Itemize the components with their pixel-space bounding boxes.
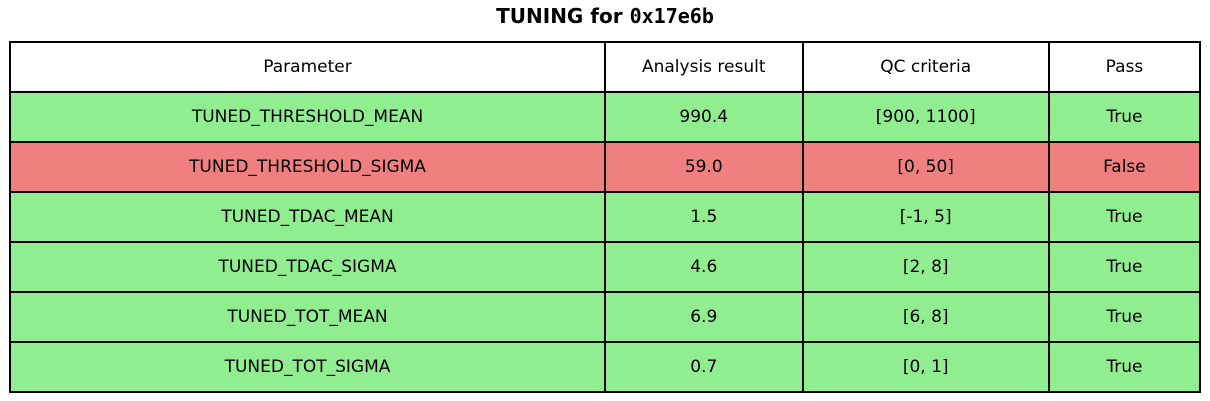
cell-analysis-result: 990.4: [604, 91, 804, 143]
table-row: TUNED_TDAC_MEAN 1.5 [-1, 5] True: [9, 191, 1202, 243]
cell-analysis-result: 4.6: [604, 241, 804, 293]
cell-analysis-result: 59.0: [604, 141, 804, 193]
chip-id: 0x17e6b: [629, 4, 714, 28]
cell-pass: False: [1047, 141, 1202, 193]
cell-parameter: TUNED_TOT_SIGMA: [9, 341, 606, 393]
cell-pass: True: [1047, 291, 1202, 343]
table-row: TUNED_TOT_SIGMA 0.7 [0, 1] True: [9, 341, 1202, 393]
cell-parameter: TUNED_THRESHOLD_SIGMA: [9, 141, 606, 193]
table-row: TUNED_TDAC_SIGMA 4.6 [2, 8] True: [9, 241, 1202, 293]
column-header-parameter: Parameter: [9, 41, 606, 93]
cell-parameter: TUNED_TOT_MEAN: [9, 291, 606, 343]
cell-analysis-result: 6.9: [604, 291, 804, 343]
page-title-prefix: TUNING for: [496, 4, 630, 28]
cell-parameter: TUNED_THRESHOLD_MEAN: [9, 91, 606, 143]
cell-analysis-result: 1.5: [604, 191, 804, 243]
table-header-row: Parameter Analysis result QC criteria Pa…: [9, 41, 1202, 93]
cell-qc-criteria: [0, 50]: [801, 141, 1050, 193]
column-header-pass: Pass: [1047, 41, 1202, 93]
cell-parameter: TUNED_TDAC_SIGMA: [9, 241, 606, 293]
column-header-analysis-result: Analysis result: [604, 41, 804, 93]
cell-qc-criteria: [900, 1100]: [801, 91, 1050, 143]
cell-qc-criteria: [2, 8]: [801, 241, 1050, 293]
cell-qc-criteria: [0, 1]: [801, 341, 1050, 393]
table-row: TUNED_THRESHOLD_MEAN 990.4 [900, 1100] T…: [9, 91, 1202, 143]
cell-parameter: TUNED_TDAC_MEAN: [9, 191, 606, 243]
cell-pass: True: [1047, 241, 1202, 293]
cell-qc-criteria: [6, 8]: [801, 291, 1050, 343]
cell-pass: True: [1047, 191, 1202, 243]
column-header-qc-criteria: QC criteria: [801, 41, 1050, 93]
cell-qc-criteria: [-1, 5]: [801, 191, 1050, 243]
page-title: TUNING for 0x17e6b: [9, 3, 1201, 29]
table-row: TUNED_THRESHOLD_SIGMA 59.0 [0, 50] False: [9, 141, 1202, 193]
cell-pass: True: [1047, 91, 1202, 143]
table-row: TUNED_TOT_MEAN 6.9 [6, 8] True: [9, 291, 1202, 343]
cell-pass: True: [1047, 341, 1202, 393]
cell-analysis-result: 0.7: [604, 341, 804, 393]
qc-results-table: Parameter Analysis result QC criteria Pa…: [9, 41, 1202, 393]
